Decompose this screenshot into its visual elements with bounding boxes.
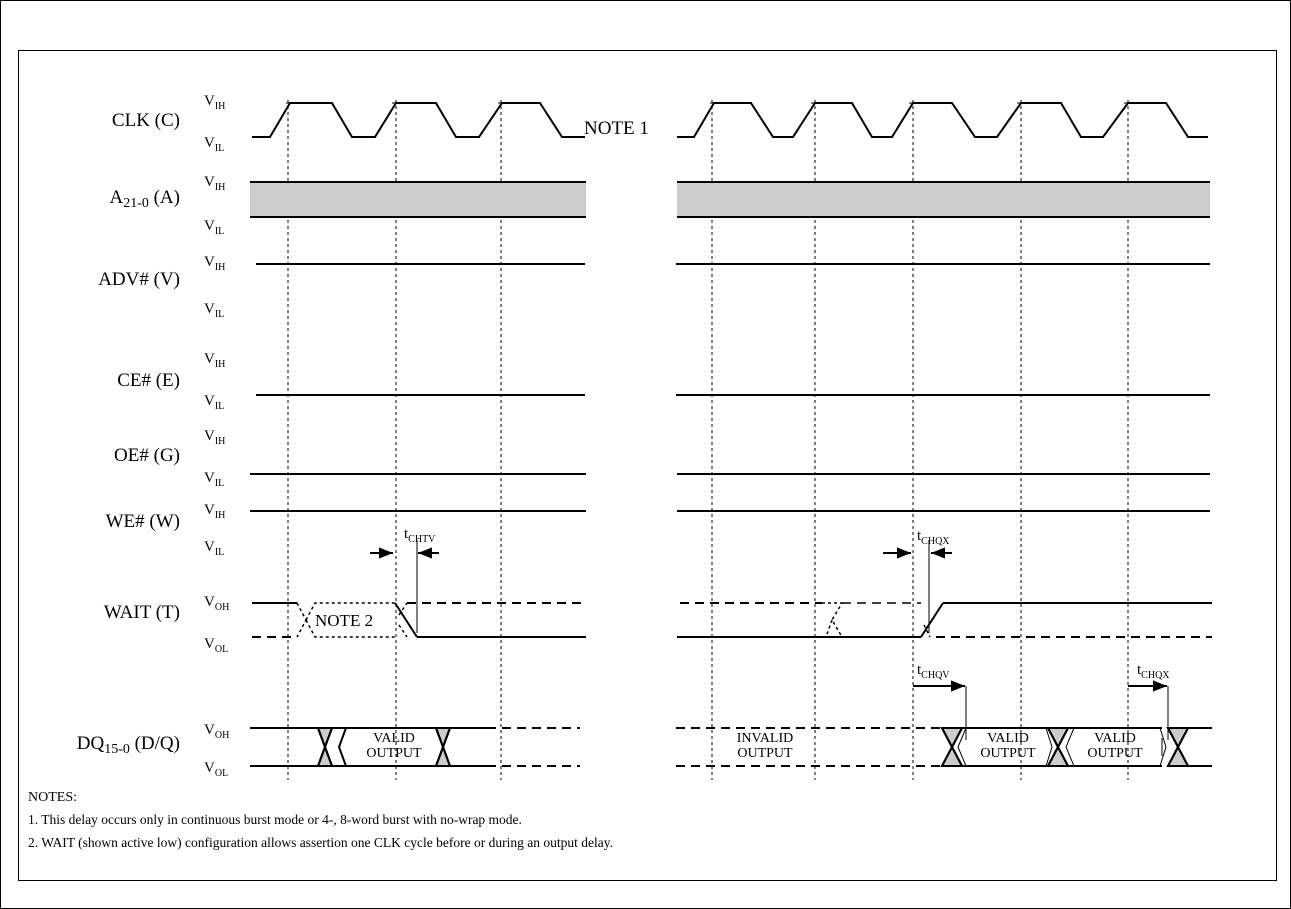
clk-waveform-right <box>677 102 1208 138</box>
wait-note2-top <box>305 602 395 621</box>
clk-waveform-left <box>252 102 585 138</box>
tchqx2-label: tCHQX <box>1137 662 1170 681</box>
valid-output-label-1: VALID <box>373 731 415 746</box>
wait-transition-right <box>920 602 944 638</box>
signal-name: WE# (W) <box>106 511 180 532</box>
level-low-label: VOL <box>204 760 228 779</box>
timing-annotations: tCHTV tCHQX tCHQV tCHQX <box>370 526 1170 740</box>
waveforms <box>250 102 1212 767</box>
wait-right-dashed-x <box>822 602 844 638</box>
wait-right-dash-a <box>923 624 931 638</box>
wait-transition-left <box>394 602 418 638</box>
level-high-label: VOH <box>204 722 229 741</box>
signal-name: A21-0 (A) <box>109 187 180 211</box>
level-high-label: VIH <box>204 502 225 521</box>
dq-box-chevron <box>1065 727 1075 767</box>
note-item-1: 1. This delay occurs only in continuous … <box>28 812 522 827</box>
level-high-label: VIH <box>204 428 225 447</box>
wait-note2-bot <box>305 619 395 638</box>
notes-header: NOTES: <box>28 790 77 805</box>
wait-dash-trans-b <box>398 602 408 616</box>
valid-output-label-3b: OUTPUT <box>1087 746 1143 761</box>
signal-name: CLK (C) <box>112 110 180 131</box>
note-item-2: 2. WAIT (shown active low) configuration… <box>28 835 613 850</box>
signal-name: CE# (E) <box>117 370 180 391</box>
invalid-output-label-b: OUTPUT <box>737 746 793 761</box>
dq-cross <box>317 727 333 767</box>
dq-box-chevron <box>1159 727 1167 767</box>
dq-valid-left-edge <box>332 727 348 767</box>
level-low-label: VIL <box>204 393 224 412</box>
level-high-label: VIH <box>204 351 225 370</box>
dq-box-chevron <box>957 727 967 767</box>
dq-cross <box>941 727 963 767</box>
valid-output-label-2b: OUTPUT <box>980 746 1036 761</box>
level-high-label: VIH <box>204 174 225 193</box>
level-low-label: VIL <box>204 218 224 237</box>
note1-label: NOTE 1 <box>584 118 649 139</box>
signal-labels: CLK (C) VIH VIL A21-0 (A) VIH VIL ADV# (V) VIH V… <box>77 93 230 779</box>
address-band-right <box>677 182 1210 217</box>
valid-output-label-2: VALID <box>987 731 1029 746</box>
tchqx-label: tCHQX <box>917 528 950 547</box>
level-low-label: VIL <box>204 135 224 154</box>
note2-label: NOTE 2 <box>315 611 373 630</box>
level-high-label: VOH <box>204 594 229 613</box>
tchqv-label: tCHQV <box>917 662 950 681</box>
signal-name: OE# (G) <box>114 445 180 466</box>
dq-cross <box>1047 727 1069 767</box>
signal-name: ADV# (V) <box>98 269 180 290</box>
inner-frame <box>18 50 1277 881</box>
level-low-label: VOL <box>204 636 228 655</box>
wait-dash-trans-a <box>398 624 408 638</box>
dq-box-chevron <box>1045 727 1053 767</box>
address-band-left <box>250 182 586 217</box>
wait-right-dashed-x2 <box>825 619 833 638</box>
wait-note2-fall <box>296 602 307 638</box>
level-low-label: VIL <box>204 539 224 558</box>
level-low-label: VIL <box>204 301 224 320</box>
valid-output-label-3: VALID <box>1094 731 1136 746</box>
invalid-output-label: INVALID <box>737 731 794 746</box>
level-high-label: VIH <box>204 254 225 273</box>
valid-output-label-1b: OUTPUT <box>366 746 422 761</box>
tchtv-label: tCHTV <box>404 526 436 545</box>
clock-guide-lines <box>287 100 1129 780</box>
dq-cross <box>435 727 451 767</box>
signal-name: DQ15-0 (D/Q) <box>77 733 180 757</box>
dq-cross <box>1167 727 1189 767</box>
level-low-label: VIL <box>204 470 224 489</box>
signal-name: WAIT (T) <box>104 602 180 623</box>
level-high-label: VIH <box>204 93 225 112</box>
